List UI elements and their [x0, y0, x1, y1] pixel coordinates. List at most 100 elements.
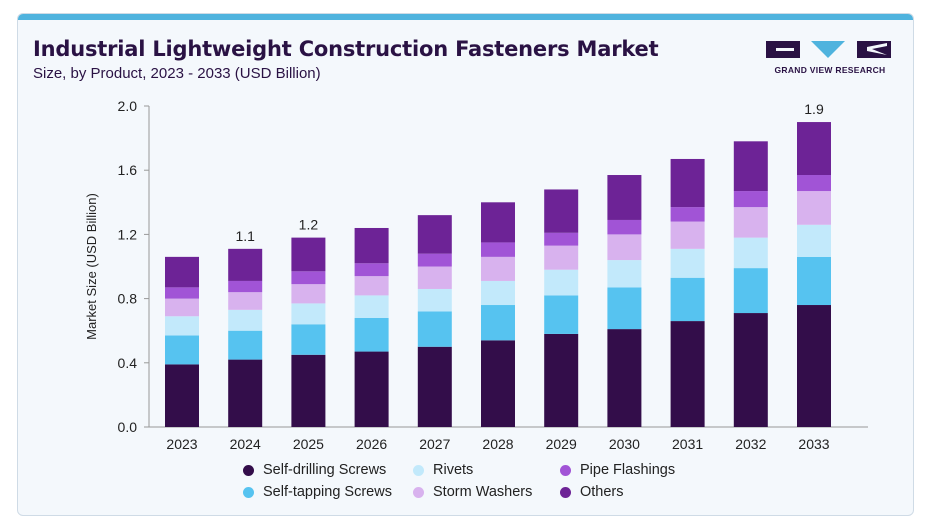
bar-segment-2030-pipe-flashings — [607, 219, 642, 235]
bar-segment-2029-storm-washers — [544, 245, 579, 270]
legend-label: Pipe Flashings — [580, 462, 676, 478]
bar-segment-2033-rivets — [797, 224, 831, 257]
bar-segment-2031-rivets — [670, 248, 705, 278]
bar-segment-2033-pipe-flashings — [797, 175, 831, 192]
bar-segment-2028-self-tapping-screws — [481, 305, 515, 341]
y-axis-title: Market Size (USD Billion) — [84, 193, 99, 340]
bar-segment-2029-rivets — [544, 269, 579, 296]
bar-segment-2028-pipe-flashings — [481, 242, 515, 257]
bar-segment-2033-storm-washers — [797, 191, 831, 225]
legend-label: Self-tapping Screws — [263, 484, 392, 500]
legend-label: Others — [580, 484, 624, 500]
bar-segment-2027-storm-washers — [417, 266, 452, 289]
bar-segment-2025-others — [291, 237, 326, 272]
legend-item-pipe-flashings: Pipe Flashings — [560, 462, 675, 478]
logo-text: GRAND VIEW RESEARCH — [774, 65, 886, 75]
bar-segment-2025-storm-washers — [291, 284, 326, 304]
bar-segment-2027-pipe-flashings — [417, 253, 452, 267]
legend-swatch — [243, 486, 254, 498]
bar-segment-2026-self-drilling-screws — [354, 351, 389, 427]
legend-item-self-tapping-screws: Self-tapping Screws — [243, 484, 392, 500]
bar-segment-2026-self-tapping-screws — [354, 317, 389, 352]
bar-segment-2025-pipe-flashings — [291, 271, 326, 285]
y-tick-label: 0.4 — [118, 355, 138, 371]
x-tick-label-2027: 2027 — [419, 436, 450, 452]
bar-segment-2023-others — [165, 256, 199, 288]
legend-item-others: Others — [560, 484, 624, 500]
bar-segment-2029-others — [544, 189, 579, 233]
bar-segment-2032-self-drilling-screws — [733, 313, 768, 427]
chart-card: Industrial Lightweight Construction Fast… — [17, 13, 914, 516]
legend-label: Storm Washers — [433, 484, 533, 500]
legend-swatch — [243, 464, 254, 476]
total-label-2033: 1.9 — [804, 101, 824, 117]
legend-label: Rivets — [433, 462, 474, 478]
bar-segment-2025-self-drilling-screws — [291, 354, 326, 427]
x-tick-label-2026: 2026 — [356, 436, 387, 452]
bar-segment-2029-self-drilling-screws — [544, 333, 579, 427]
chart-title: Industrial Lightweight Construction Fast… — [33, 37, 659, 61]
bar-segment-2027-others — [417, 215, 452, 254]
x-tick-label-2025: 2025 — [293, 436, 324, 452]
x-tick-label-2024: 2024 — [230, 436, 261, 452]
bar-segment-2026-rivets — [354, 295, 389, 318]
bar-segment-2033-others — [797, 122, 831, 176]
bar-segment-2031-self-tapping-screws — [670, 277, 705, 322]
x-tick-label-2028: 2028 — [482, 436, 513, 452]
bar-segment-2031-others — [670, 158, 705, 208]
bar-segment-2030-self-drilling-screws — [607, 329, 642, 427]
bar-segment-2030-rivets — [607, 260, 642, 288]
bar-segment-2023-storm-washers — [165, 298, 199, 317]
bar-segment-2026-storm-washers — [354, 276, 389, 296]
bar-segment-2028-storm-washers — [481, 256, 515, 281]
bar-segment-2024-rivets — [228, 309, 263, 331]
x-tick-label-2023: 2023 — [166, 436, 197, 452]
chart-legend: Self-drilling Screws Self-tapping Screws R… — [243, 462, 763, 506]
total-label-2024: 1.1 — [235, 228, 255, 244]
bar-segment-2032-self-tapping-screws — [733, 268, 768, 314]
bar-segment-2033-self-drilling-screws — [797, 305, 831, 427]
y-tick-label: 1.6 — [118, 162, 138, 178]
bar-segment-2028-others — [481, 202, 515, 243]
bar-segment-2025-rivets — [291, 303, 326, 325]
bar-segment-2028-rivets — [481, 280, 515, 306]
bar-segment-2030-storm-washers — [607, 234, 642, 261]
y-tick-label: 2.0 — [118, 98, 138, 114]
chart-subtitle: Size, by Product, 2023 - 2033 (USD Billi… — [33, 65, 321, 82]
legend-swatch — [413, 486, 424, 498]
top-accent-bar — [18, 14, 913, 20]
bar-segment-2026-others — [354, 227, 389, 264]
bar-segment-2025-self-tapping-screws — [291, 324, 326, 355]
gvr-logo-icon — [766, 41, 891, 58]
x-tick-label-2031: 2031 — [672, 436, 703, 452]
grand-view-research-logo: GRAND VIEW RESEARCH — [766, 38, 894, 78]
bar-segment-2032-pipe-flashings — [733, 191, 768, 208]
legend-swatch — [560, 486, 571, 498]
y-tick-label: 0.8 — [118, 291, 138, 307]
bar-segment-2024-pipe-flashings — [228, 280, 263, 293]
bar-segment-2031-storm-washers — [670, 221, 705, 249]
bar-segment-2030-others — [607, 175, 642, 220]
legend-item-self-drilling-screws: Self-drilling Screws — [243, 462, 386, 478]
bar-segment-2024-self-tapping-screws — [228, 330, 263, 360]
x-tick-label-2030: 2030 — [609, 436, 640, 452]
total-label-2025: 1.2 — [299, 217, 319, 233]
y-tick-label: 0.0 — [118, 419, 138, 435]
bar-segment-2029-self-tapping-screws — [544, 295, 579, 334]
bar-segment-2031-pipe-flashings — [670, 207, 705, 222]
bar-segment-2029-pipe-flashings — [544, 232, 579, 246]
bar-segment-2032-rivets — [733, 237, 768, 269]
bar-segment-2024-storm-washers — [228, 292, 263, 310]
y-tick-label: 1.2 — [118, 226, 138, 242]
bar-segment-2024-others — [228, 248, 263, 281]
x-tick-label-2029: 2029 — [546, 436, 577, 452]
bar-segment-2031-self-drilling-screws — [670, 321, 705, 427]
bar-segment-2032-others — [733, 141, 768, 192]
bar-segment-2033-self-tapping-screws — [797, 256, 831, 306]
bar-segment-2023-self-tapping-screws — [165, 335, 199, 365]
stacked-bar-chart: 0.0 0.4 0.8 1.2 1.6 2.0 Market Size (USD Billi… — [84, 98, 868, 452]
legend-item-storm-washers: Storm Washers — [413, 484, 532, 500]
x-tick-label-2033: 2033 — [798, 436, 829, 452]
legend-swatch — [413, 464, 424, 476]
x-tick-label-2032: 2032 — [735, 436, 766, 452]
